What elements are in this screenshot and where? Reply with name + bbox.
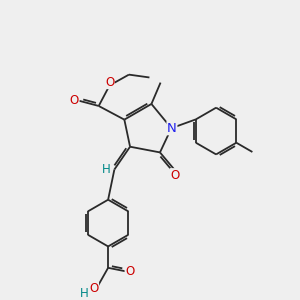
Text: H: H bbox=[80, 287, 88, 300]
Text: O: O bbox=[125, 265, 134, 278]
Text: H: H bbox=[101, 163, 110, 176]
Text: O: O bbox=[70, 94, 79, 107]
Text: O: O bbox=[170, 169, 179, 182]
Text: O: O bbox=[89, 282, 98, 296]
Text: O: O bbox=[105, 76, 114, 88]
Text: N: N bbox=[167, 122, 177, 135]
